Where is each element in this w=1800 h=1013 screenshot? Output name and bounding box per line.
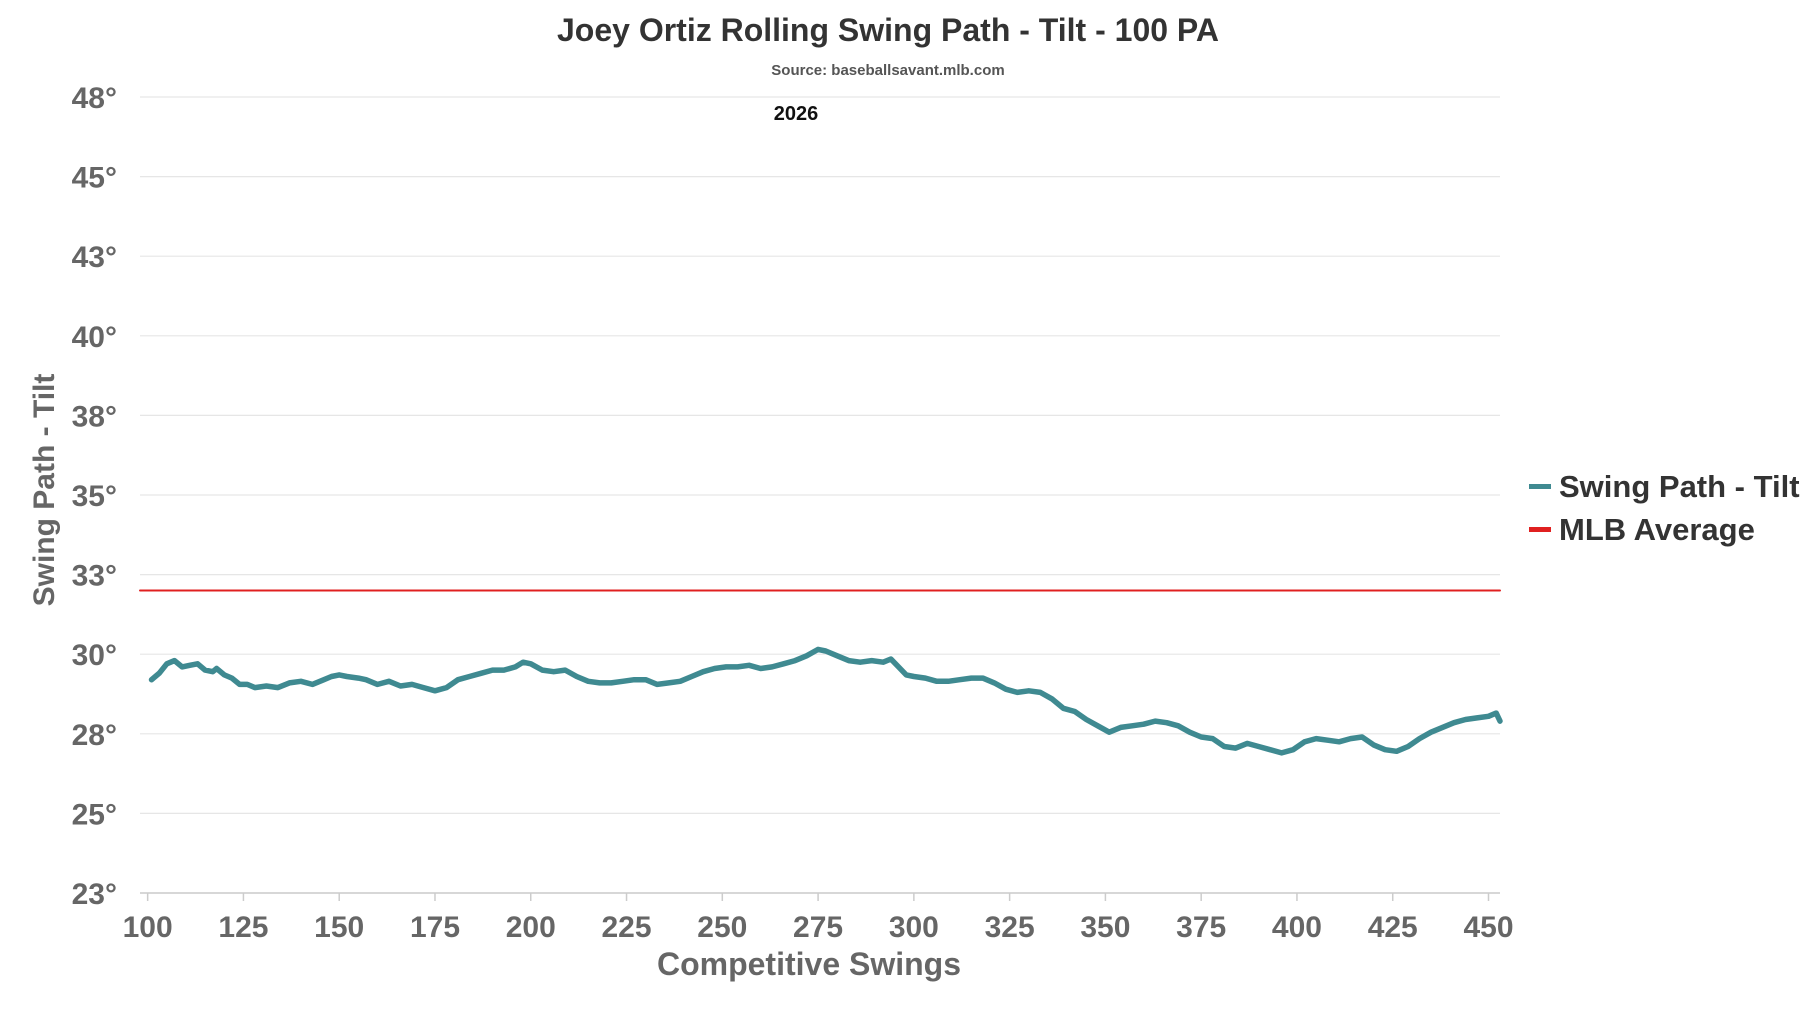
y-tick-label: 30° [72,639,117,672]
y-tick-label: 35° [72,480,117,513]
legend-swatch [1529,484,1551,489]
x-tick-label: 425 [1368,911,1418,944]
x-tick-label: 125 [218,911,268,944]
x-tick-label: 300 [889,911,939,944]
x-tick-label: 200 [506,911,556,944]
y-tick-label: 28° [72,719,117,752]
x-tick-label: 275 [793,911,843,944]
y-tick-label: 43° [72,241,117,274]
x-tick-label: 450 [1463,911,1513,944]
y-tick-label: 48° [72,82,117,115]
gridlines [140,96,1500,894]
x-axis-ticks: 100 125 150 175 200 225 250 275 300 325 350 375 400 4… [123,893,1514,944]
y-tick-label: 45° [72,162,117,195]
x-tick-label: 150 [314,911,364,944]
x-axis-title: Competitive Swings [657,946,961,982]
x-tick-label: 100 [123,911,173,944]
legend-label: MLB Average [1559,512,1755,547]
year-annotation: 2026 [774,103,819,125]
x-tick-label: 350 [1080,911,1130,944]
x-tick-label: 400 [1272,911,1322,944]
y-axis-title: Swing Path - Tilt [28,374,61,607]
chart-title: Joey Ortiz Rolling Swing Path - Tilt - 1… [557,12,1219,48]
y-tick-label: 23° [72,878,117,911]
legend-swatch [1529,527,1551,532]
legend: Swing Path - Tilt MLB Average [1529,469,1800,547]
x-tick-label: 250 [697,911,747,944]
swing-path-tilt-line [148,646,1503,756]
legend-label: Swing Path - Tilt [1559,469,1800,504]
x-tick-label: 175 [410,911,460,944]
y-tick-label: 25° [72,798,117,831]
y-axis-ticks: 23° 25° 28° 30° 33° 35° 38° 40° 43° 45° 48° [72,82,117,911]
y-tick-label: 33° [72,560,117,593]
chart-subtitle: Source: baseballsavant.mlb.com [771,62,1004,79]
y-tick-label: 40° [72,321,117,354]
x-tick-label: 325 [985,911,1035,944]
x-tick-label: 225 [602,911,652,944]
x-tick-label: 375 [1176,911,1226,944]
y-tick-label: 38° [72,400,117,433]
series-lines [139,589,1503,756]
